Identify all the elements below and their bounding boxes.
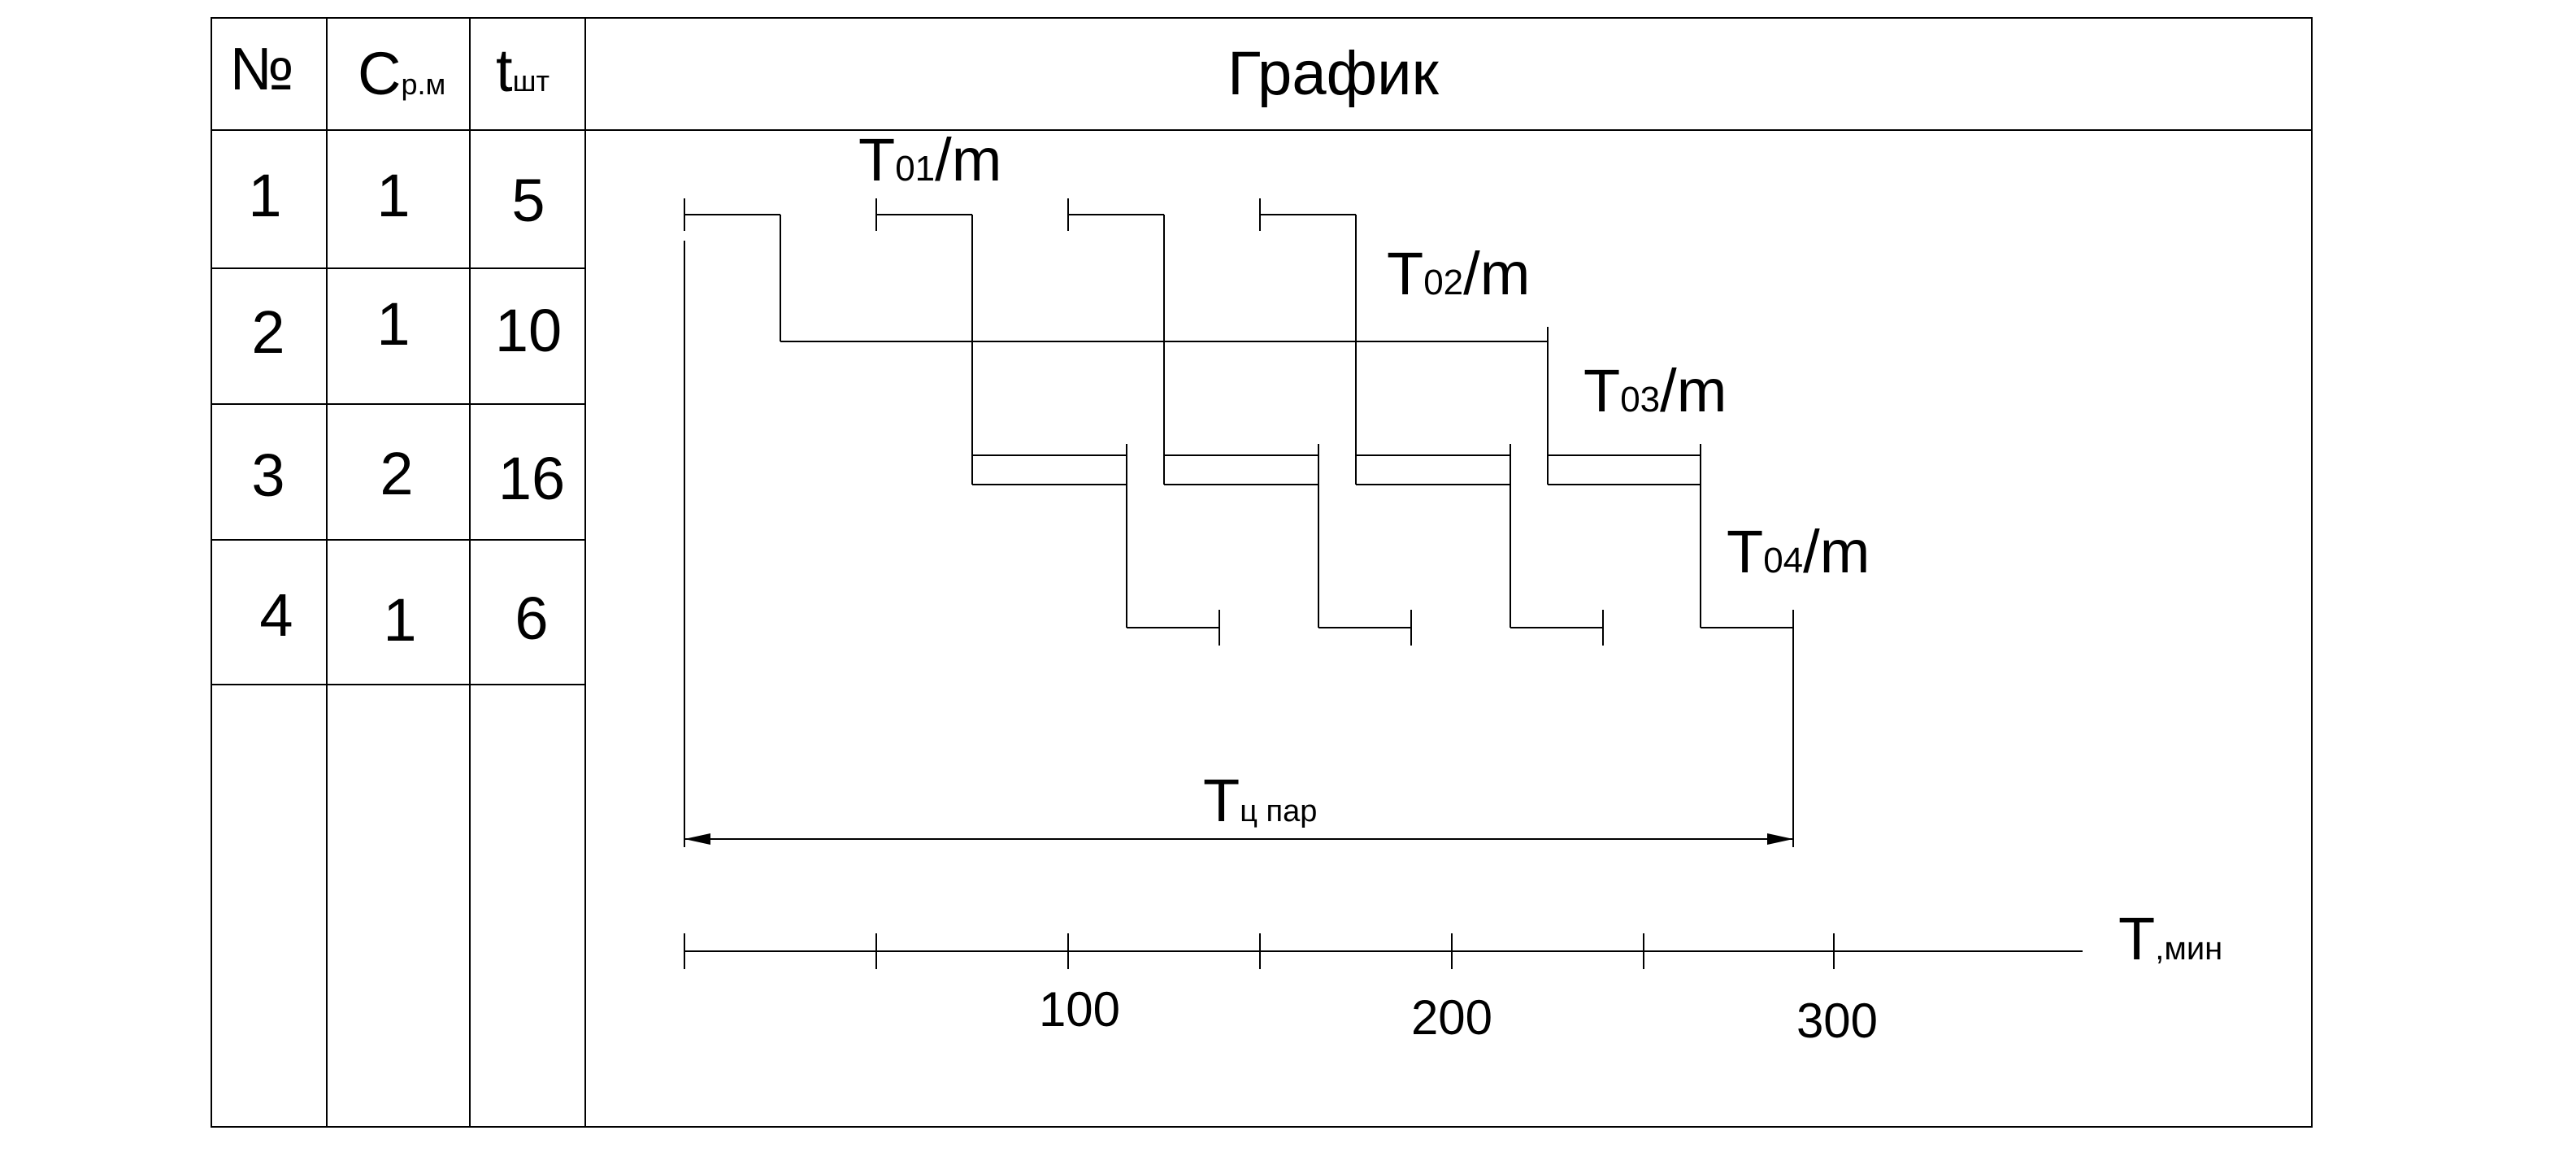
graph-title: График <box>1227 39 1439 108</box>
table-row: 1 1 5 <box>248 162 545 234</box>
row-3-c: 2 <box>380 440 413 507</box>
header-t: tшт <box>496 37 550 104</box>
row-4-t: 6 <box>515 585 548 652</box>
arrow-left-icon <box>684 833 710 845</box>
header-c: Cр.м <box>358 40 445 107</box>
cycle-label: Tц пар <box>1203 767 1317 834</box>
label-t03: T03/m <box>1583 357 1727 424</box>
row-1-t: 5 <box>511 167 545 234</box>
row-3-t: 16 <box>498 445 565 512</box>
tick-label-200: 200 <box>1411 990 1492 1045</box>
row-2-c: 1 <box>376 290 410 358</box>
tick-label-300: 300 <box>1796 994 1878 1048</box>
schedule-lines <box>684 198 1794 847</box>
table-row: 4 1 6 <box>259 581 548 654</box>
table-frame <box>211 17 2313 1128</box>
row-1-c: 1 <box>376 162 410 229</box>
cycle-dimension <box>684 833 1793 845</box>
header-num: № <box>229 35 293 102</box>
time-axis <box>684 933 2083 969</box>
label-t04: T04/m <box>1727 518 1870 585</box>
arrow-right-icon <box>1767 833 1793 845</box>
table-row: 3 2 16 <box>251 440 565 512</box>
tick-label-100: 100 <box>1039 982 1120 1037</box>
row-3-num: 3 <box>251 441 285 509</box>
table-row: 2 1 10 <box>251 290 562 366</box>
row-4-c: 1 <box>383 586 416 654</box>
label-t01: T01/m <box>858 126 1001 193</box>
axis-label: T,мин <box>2118 905 2222 972</box>
row-1-num: 1 <box>248 162 281 229</box>
row-2-num: 2 <box>251 298 285 366</box>
row-4-num: 4 <box>259 581 293 649</box>
label-t02: T02/m <box>1387 240 1530 307</box>
row-2-t: 10 <box>495 297 562 364</box>
